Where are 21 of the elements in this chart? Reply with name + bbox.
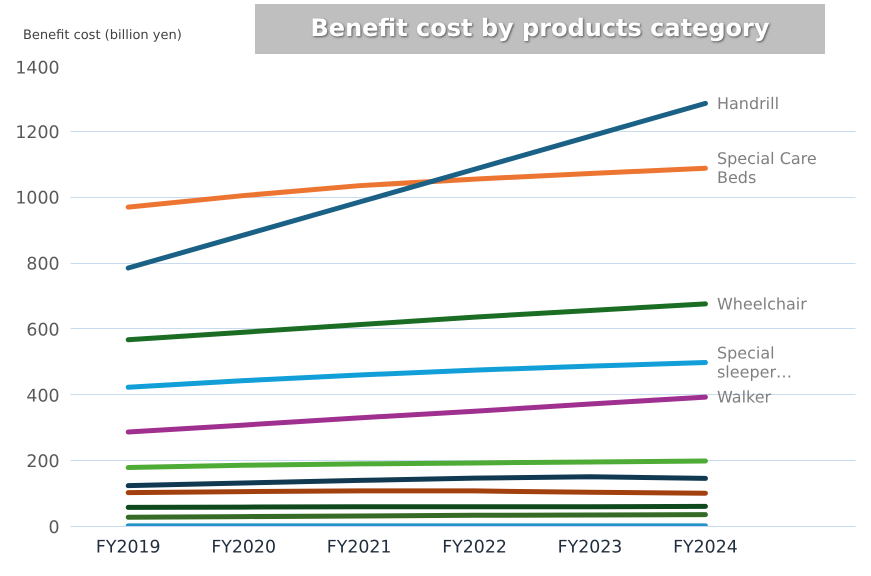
y-tick-label: 0: [48, 518, 60, 538]
y-tick-label: 400: [26, 386, 60, 406]
x-tick-label: FY2024: [673, 538, 738, 558]
series-label: Special Care Beds: [716, 149, 817, 188]
y-tick-label: 200: [26, 452, 60, 472]
x-tick-label: FY2019: [96, 538, 161, 558]
y-tick-label: 1400: [15, 58, 60, 78]
y-tick-label: 600: [26, 320, 60, 340]
series-label: Walker: [716, 388, 772, 407]
series-label: Wheelchair: [716, 294, 808, 314]
series-label: Special sleeper…: [716, 344, 792, 382]
y-tick-label: 800: [26, 254, 60, 275]
chart-title: Benefit cost by products category: [310, 13, 770, 44]
x-tick-label: FY2021: [326, 538, 392, 558]
x-tick-label: FY2020: [211, 538, 276, 558]
series-label: Handrill: [716, 94, 780, 113]
x-tick-label: FY2023: [558, 538, 622, 558]
y-tick-label: 1000: [15, 188, 60, 209]
x-tick-label: FY2022: [442, 538, 507, 558]
y-tick-label: 1200: [15, 122, 60, 143]
y-axis-title: Benefit cost (billion yen): [23, 27, 182, 45]
